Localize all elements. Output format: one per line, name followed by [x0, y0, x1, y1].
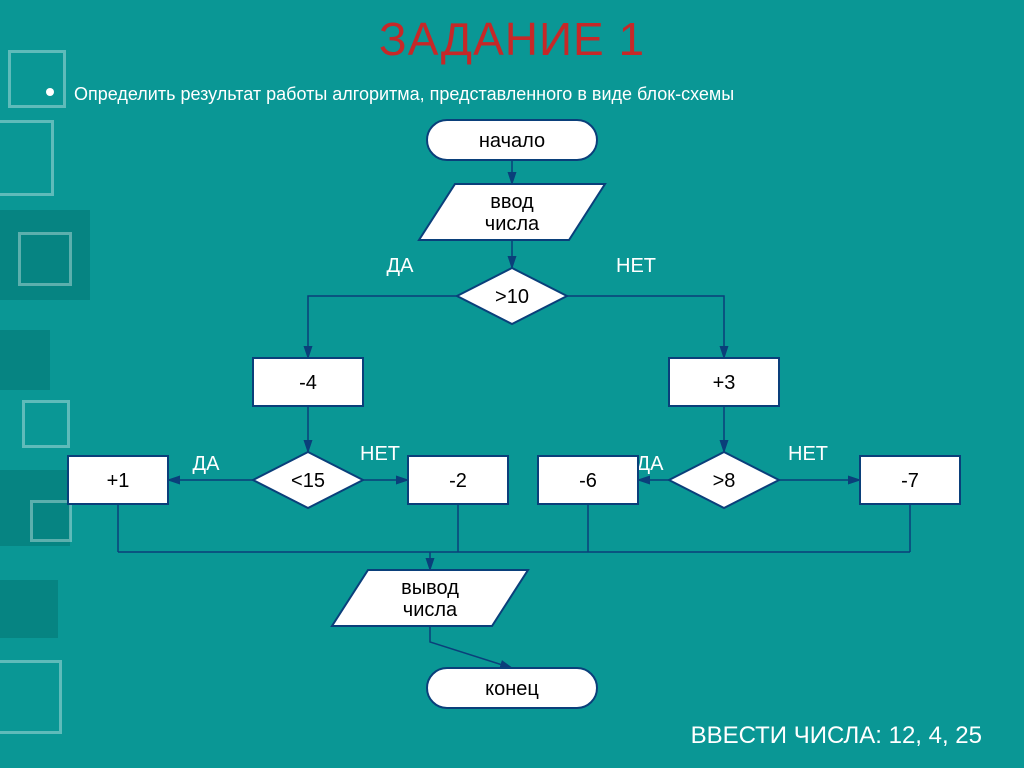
svg-text:НЕТ: НЕТ [788, 443, 828, 465]
svg-text:НЕТ: НЕТ [360, 443, 400, 465]
svg-text:числа: числа [403, 599, 458, 621]
svg-text:ДА: ДА [387, 255, 415, 277]
svg-text:НЕТ: НЕТ [616, 255, 656, 277]
svg-text:ДА: ДА [637, 453, 665, 475]
svg-text:вывод: вывод [401, 577, 459, 599]
svg-text:-7: -7 [901, 470, 919, 492]
flowchart: ДАНЕТДАНЕТДАНЕТначаловводчисла>10-4+3<15… [0, 0, 1024, 768]
svg-text:<15: <15 [291, 470, 325, 492]
svg-text:+3: +3 [713, 372, 736, 394]
svg-text:+1: +1 [107, 470, 130, 492]
svg-text:>8: >8 [713, 470, 736, 492]
svg-text:начало: начало [479, 130, 545, 152]
svg-text:ввод: ввод [490, 191, 534, 213]
svg-text:-2: -2 [449, 470, 467, 492]
svg-text:числа: числа [485, 213, 540, 235]
svg-text:конец: конец [485, 678, 539, 700]
svg-text:>10: >10 [495, 286, 529, 308]
svg-text:-4: -4 [299, 372, 317, 394]
svg-text:ДА: ДА [193, 453, 221, 475]
svg-text:-6: -6 [579, 470, 597, 492]
